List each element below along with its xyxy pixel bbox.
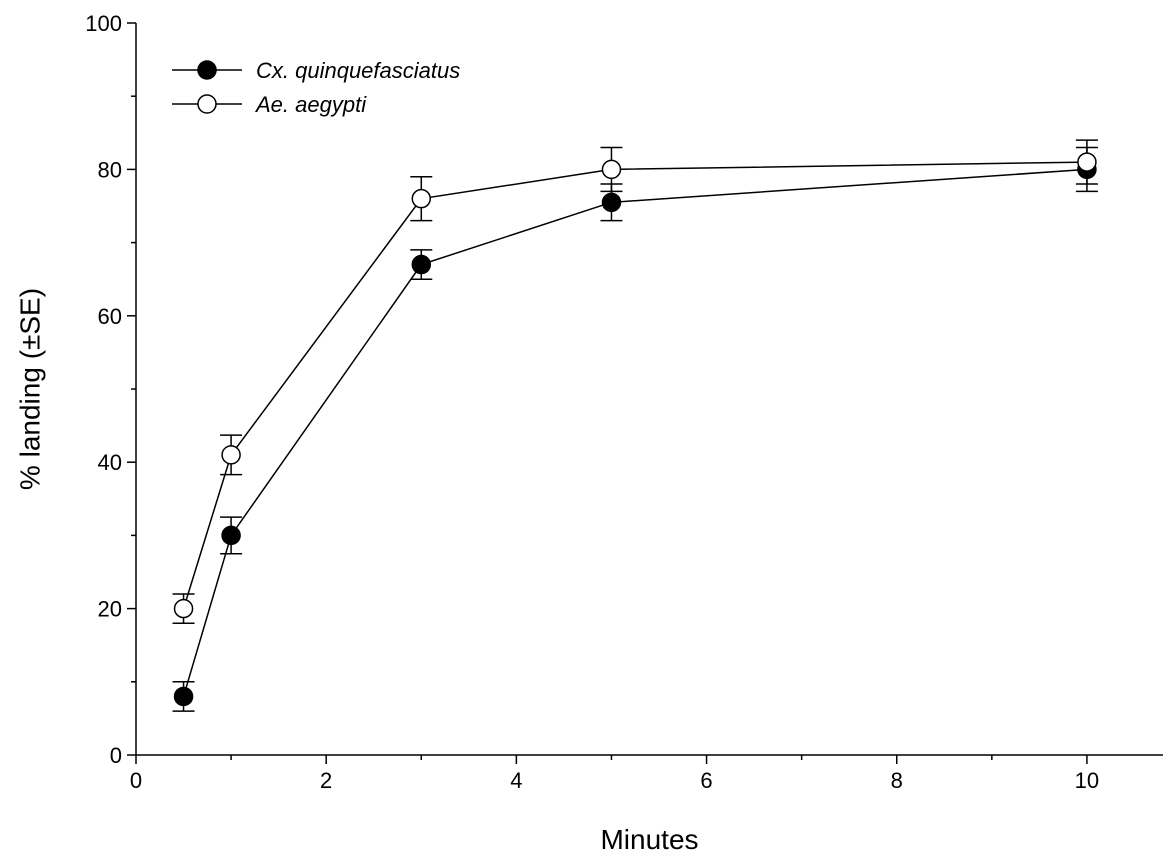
data-point <box>1077 152 1097 172</box>
legend-item-2: Ae. aegypti <box>172 92 367 117</box>
x-tick-label: 2 <box>320 768 332 793</box>
legend-item-1: Cx. quinquefasciatus <box>172 58 460 83</box>
data-point <box>173 686 194 707</box>
x-axis-title: Minutes <box>600 824 698 855</box>
data-point <box>221 525 241 546</box>
x-tick-label: 8 <box>891 768 903 793</box>
y-tick-label: 100 <box>85 11 122 36</box>
x-tick-label: 6 <box>700 768 712 793</box>
y-tick-label: 80 <box>98 157 122 182</box>
x-tick-label: 4 <box>510 768 522 793</box>
legend-label: Ae. aegypti <box>254 92 367 117</box>
series-layer <box>172 139 1098 712</box>
x-tick-label: 0 <box>130 768 142 793</box>
legend-label: Cx. quinquefasciatus <box>256 58 460 83</box>
legend-marker <box>197 94 217 114</box>
data-point <box>221 445 241 465</box>
data-point <box>173 598 194 619</box>
y-tick-label: 40 <box>98 450 122 475</box>
y-axis-title: % landing (±SE) <box>14 288 45 490</box>
x-tick-label: 10 <box>1075 768 1099 793</box>
series-line <box>182 168 1087 697</box>
series-1 <box>172 146 1098 712</box>
data-point <box>411 188 432 209</box>
y-tick-label: 20 <box>98 597 122 622</box>
data-point <box>411 254 432 275</box>
series-2 <box>172 139 1098 624</box>
legend-marker <box>197 60 217 80</box>
data-point <box>601 192 622 213</box>
legend: Cx. quinquefasciatus Ae. aegypti <box>172 58 460 117</box>
y-tick-label: 60 <box>98 304 122 329</box>
data-point <box>601 159 622 180</box>
y-tick-label: 0 <box>110 743 122 768</box>
series-line <box>182 161 1087 609</box>
